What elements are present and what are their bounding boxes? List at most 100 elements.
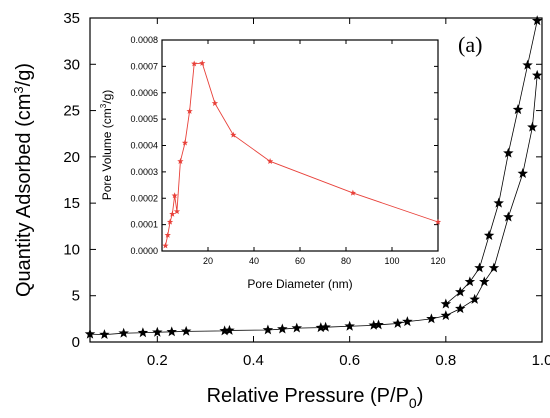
inset-y-axis-title-superscript: 3	[99, 103, 108, 108]
main-series-0-point	[527, 121, 538, 132]
main-series-1-point	[464, 276, 476, 287]
inset-y-tick-label: 0.0008	[130, 35, 158, 45]
main-series-0-point	[368, 319, 379, 330]
main-x-tick-label: 0.4	[243, 352, 264, 369]
main-series-1-point	[455, 286, 466, 297]
inset-x-tick-label: 40	[249, 256, 259, 266]
main-y-tick-label: 15	[63, 195, 80, 212]
main-series-0-point	[320, 321, 331, 332]
inset-ticks: 20 40 60 80 100 120 0.0000 0.0001 0.0002 0.0003 0.…	[130, 35, 445, 266]
inset-x-tick-label: 80	[341, 256, 351, 266]
inset-y-axis-title-text: Pore Volume (cm	[100, 108, 114, 200]
main-y-tick-label: 5	[72, 288, 80, 305]
main-series-0-point	[469, 293, 480, 304]
inset-plot-frame	[161, 39, 439, 252]
inset-x-tick-label: 60	[295, 256, 305, 266]
main-series-1-point	[531, 15, 543, 26]
main-y-axis-title-end: /g)	[13, 63, 35, 86]
main-series-0-point	[99, 329, 110, 340]
main-series-1-line	[445, 20, 538, 305]
main-series-0-point	[402, 316, 413, 327]
main-y-tick-label: 30	[63, 56, 80, 73]
inset-y-axis-title-end: /g)	[100, 90, 114, 104]
main-series-0-point	[479, 276, 490, 287]
main-x-axis-title: Relative Pressure (P/P0)	[207, 385, 424, 411]
inset-series-0-point	[164, 231, 171, 238]
main-series-0-point	[84, 328, 96, 339]
main-series-0-point	[137, 327, 149, 338]
inset-y-tick-label: 0.0005	[130, 114, 158, 124]
main-x-tick-label: 1.0	[532, 352, 550, 369]
panel-label: (a)	[458, 32, 482, 57]
main-y-tick-label: 20	[63, 149, 80, 166]
main-y-tick-label: 35	[63, 10, 80, 27]
inset-series-0-point	[349, 189, 357, 196]
inset-y-tick-label: 0.0004	[130, 141, 158, 151]
inset-series-0-point	[211, 100, 219, 106]
main-series-0-point	[118, 327, 129, 338]
main-y-axis-title-text: Quantity Adsorbed (cm	[13, 94, 35, 297]
main-series-group	[84, 15, 543, 340]
main-plot-frame	[89, 17, 543, 343]
main-series-0-point	[373, 319, 384, 330]
main-series-0-point	[344, 320, 355, 331]
inset-series-0-point	[166, 218, 174, 225]
main-y-tick-label: 0	[72, 334, 80, 351]
inset-y-tick-label: 0.0006	[130, 88, 158, 98]
main-series-1-point	[493, 197, 504, 208]
inset-series-0-point	[171, 192, 178, 199]
inset-series-group	[162, 59, 442, 249]
main-series-1-point	[503, 147, 514, 158]
inset-series-0-line	[165, 62, 439, 246]
inset-y-tick-label: 0.0003	[130, 167, 158, 177]
inset-series-0-point	[266, 158, 274, 164]
main-ticks: 0.2 0.4 0.6 0.8 1.0 0 5 10 15 20 25 30 35	[63, 10, 550, 369]
main-y-axis-title: Quantity Adsorbed (cm3/g)	[11, 63, 35, 297]
inset-chart: 20 40 60 80 100 120 0.0000 0.0001 0.0002 0.0003 0.…	[99, 35, 446, 291]
main-series-0-point	[455, 303, 466, 314]
inset-x-tick-label: 20	[203, 256, 213, 266]
main-y-tick-label: 25	[63, 103, 80, 120]
main-series-0-point	[291, 322, 302, 333]
inset-series-0-point	[186, 107, 193, 114]
inset-y-tick-label: 0.0007	[130, 61, 158, 71]
main-x-tick-label: 0.2	[147, 352, 168, 369]
main-series-0-point	[262, 324, 274, 335]
inset-series-0-point	[177, 158, 184, 164]
inset-y-tick-label: 0.0001	[130, 220, 158, 230]
main-series-0-point	[315, 322, 327, 333]
inset-y-tick-label: 0.0002	[130, 193, 158, 203]
inset-x-tick-label: 120	[430, 256, 445, 266]
main-series-0-point	[152, 326, 163, 337]
main-series-0-point	[531, 69, 543, 80]
main-series-0-point	[224, 324, 235, 335]
main-x-axis-title-subscript: 0	[409, 395, 417, 411]
main-series-0-point	[166, 326, 177, 337]
main-series-0-point	[440, 310, 452, 321]
main-series-0-point	[180, 325, 192, 336]
main-series-1-point	[522, 59, 533, 70]
inset-series-0-point	[191, 60, 198, 67]
main-series-0-point	[517, 168, 528, 178]
main-y-tick-label: 10	[63, 241, 80, 258]
main-x-tick-label: 0.8	[435, 352, 456, 369]
inset-series-0-point	[173, 208, 181, 215]
main-series-1-point	[474, 262, 485, 273]
inset-x-axis-title: Pore Diameter (nm)	[247, 277, 352, 291]
main-x-axis-title-text: Relative Pressure (P/P	[207, 385, 409, 407]
main-series-0-point	[426, 313, 437, 324]
inset-series-0-point	[434, 218, 442, 225]
main-series-0-point	[277, 323, 288, 334]
inset-x-tick-label: 100	[384, 256, 399, 266]
inset-series-0-point	[230, 131, 237, 138]
main-series-0-point	[219, 325, 230, 336]
main-series-1-point	[483, 230, 495, 240]
inset-series-0-point	[181, 139, 189, 146]
main-series-0-point	[488, 262, 500, 273]
main-y-axis-title-superscript: 3	[11, 86, 26, 93]
main-x-axis-title-end: )	[417, 385, 424, 407]
inset-series-0-point	[169, 210, 176, 217]
inset-series-0-point	[199, 59, 206, 66]
